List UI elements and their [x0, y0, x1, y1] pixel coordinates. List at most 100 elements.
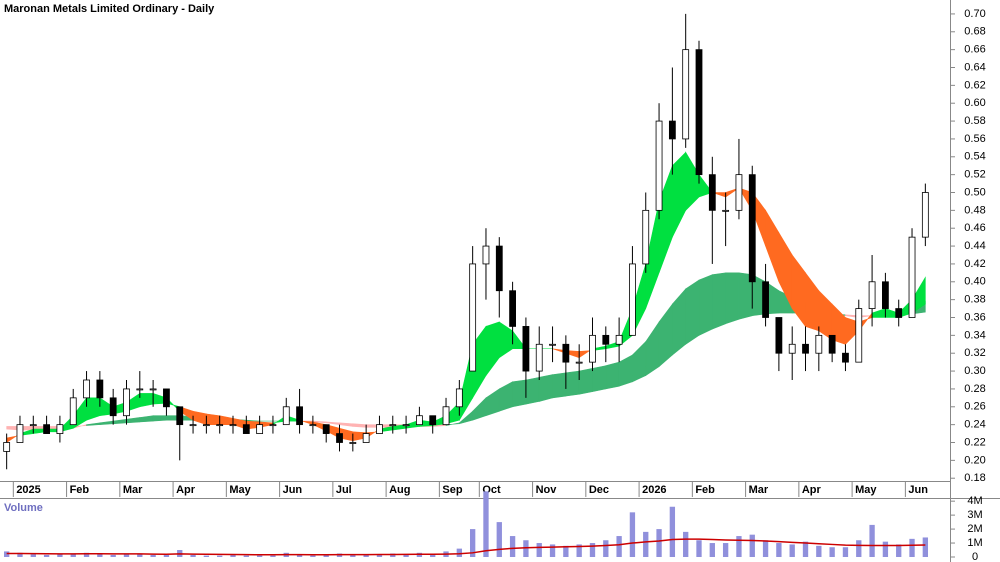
y-tick-label: 0.54	[964, 151, 985, 163]
y-tick-label: 0.56	[964, 133, 985, 145]
candle-body	[762, 281, 769, 318]
candle-body	[815, 334, 823, 354]
volume-bar	[323, 554, 329, 557]
x-tick-label: Aug	[389, 484, 410, 496]
candle-body	[589, 334, 596, 363]
candle-body	[269, 424, 277, 427]
x-tick-label: Mar	[749, 484, 769, 496]
candle-body	[402, 424, 410, 427]
y-tick-label: 4M	[967, 495, 982, 507]
x-tick-label: Jun	[908, 484, 928, 496]
volume-bar	[563, 545, 569, 557]
volume-bar	[789, 544, 795, 557]
y-tick-label: 0.60	[964, 97, 985, 109]
volume-bar	[842, 547, 849, 557]
candle-body	[123, 388, 130, 417]
candle-body	[868, 281, 876, 309]
x-tick-label: Feb	[70, 484, 90, 496]
candle-body	[629, 263, 636, 336]
volume-bar	[776, 543, 782, 557]
volume-bar	[589, 543, 596, 557]
y-tick-label: 0.20	[964, 454, 985, 466]
candle-body	[908, 236, 916, 318]
volume-bar	[163, 554, 170, 557]
x-tick-label: Jun	[283, 484, 303, 496]
candle-body	[149, 388, 157, 391]
candle-body	[416, 415, 423, 426]
candle-body	[96, 379, 104, 399]
volume-bar	[403, 554, 409, 557]
candle-body	[828, 334, 836, 354]
candle-body	[535, 343, 543, 372]
volume-bar	[709, 543, 715, 557]
volume-bar	[217, 555, 223, 557]
volume-bar	[190, 554, 196, 557]
x-tick-label: Jul	[336, 484, 352, 496]
candle-body	[642, 209, 650, 265]
x-tick-label: Sep	[442, 484, 462, 496]
candle-body	[189, 424, 197, 427]
y-tick-label: 0.48	[964, 204, 985, 216]
chart-title: Maronan Metals Limited Ordinary - Daily	[4, 3, 215, 15]
candle-body	[695, 49, 703, 176]
volume-bar	[483, 491, 489, 557]
volume-bar	[3, 551, 10, 557]
y-tick-label: 0.30	[964, 365, 985, 377]
volume-title: Volume	[4, 502, 43, 514]
candle-body	[256, 424, 264, 434]
candle-body	[56, 424, 64, 434]
candle-body	[29, 424, 37, 427]
volume-bar	[722, 543, 729, 557]
volume-bar	[616, 536, 622, 557]
candle-body	[389, 424, 397, 427]
y-tick-label: 0.66	[964, 44, 985, 56]
volume-bar	[230, 554, 236, 557]
y-tick-label: 0.28	[964, 383, 985, 395]
candle-body	[336, 433, 343, 443]
y-tick-label: 0.18	[964, 472, 985, 484]
candle-body	[602, 334, 610, 345]
candle-body	[309, 424, 317, 427]
candle-body	[615, 334, 623, 345]
candle-body	[495, 245, 503, 292]
ma-band	[712, 272, 726, 330]
y-tick-label: 0.68	[964, 26, 985, 38]
x-tick-label: 2026	[642, 484, 666, 496]
volume-bar	[296, 554, 303, 557]
y-tick-label: 0.32	[964, 347, 985, 359]
candle-body	[708, 174, 716, 211]
volume-bar	[30, 554, 36, 557]
ma-band	[725, 272, 740, 325]
y-tick-label: 0.24	[964, 419, 985, 431]
y-tick-label: 0.36	[964, 311, 985, 323]
candle-body	[455, 388, 463, 408]
volume-bar	[523, 540, 529, 557]
volume-bar	[749, 534, 755, 557]
volume-bar	[137, 553, 143, 557]
ma-band	[578, 368, 593, 395]
candle-body	[575, 361, 583, 364]
y-tick-label: 0.26	[964, 401, 985, 413]
ma-band	[685, 279, 700, 345]
volume-bar	[97, 554, 103, 557]
ma-band	[592, 365, 607, 392]
candle-body	[176, 406, 184, 426]
y-tick-label: 0.64	[964, 61, 985, 73]
volume-bar	[256, 555, 263, 557]
x-tick-label: Apr	[176, 484, 196, 496]
candle-body	[43, 424, 50, 434]
candle-body	[882, 281, 889, 309]
candle-body	[802, 343, 809, 354]
volume-bar	[736, 536, 742, 557]
candle-body	[842, 352, 849, 363]
candle-body	[788, 343, 796, 354]
volume-average	[6, 538, 926, 556]
volume-bar	[390, 553, 396, 557]
candle-body	[202, 424, 210, 427]
volume-bar	[536, 543, 542, 557]
candle-body	[469, 263, 477, 372]
candle-body	[855, 308, 863, 363]
candle-body	[296, 406, 303, 426]
candle-body	[16, 424, 24, 443]
